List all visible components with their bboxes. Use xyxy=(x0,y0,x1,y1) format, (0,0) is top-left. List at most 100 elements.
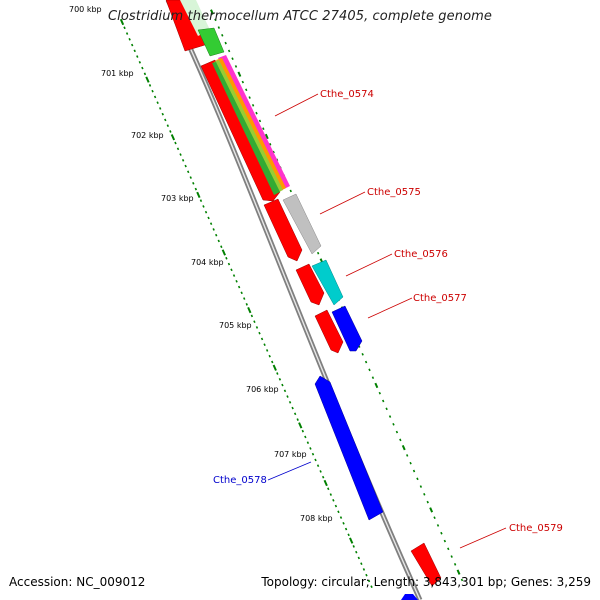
tick-mark xyxy=(220,245,223,249)
tick-mark xyxy=(371,376,375,379)
tick-mark xyxy=(395,430,399,434)
tick-mark xyxy=(316,464,320,468)
tick-mark xyxy=(194,187,198,191)
tick-mark xyxy=(329,493,332,496)
gene-block-cthe-0578[interactable] xyxy=(314,375,384,521)
tick-mark xyxy=(453,563,457,566)
tick-mark xyxy=(141,66,144,70)
tick-mark xyxy=(148,84,152,87)
tick-mark xyxy=(419,485,423,488)
gene-block[interactable] xyxy=(314,309,344,354)
tick-mark xyxy=(460,578,464,582)
tick-mark xyxy=(209,222,213,226)
gene-block-cthe-0576[interactable] xyxy=(311,259,344,306)
tick-mark xyxy=(133,49,136,53)
tick-mark xyxy=(138,61,142,64)
tick-mark xyxy=(153,95,157,99)
tick-label: 705 kbp xyxy=(219,321,252,330)
tick-mark xyxy=(296,418,299,421)
tick-mark xyxy=(263,343,266,347)
tick-mark xyxy=(196,191,201,199)
tick-mark xyxy=(286,395,289,398)
gene-block[interactable] xyxy=(295,263,325,306)
gene-block-cthe-0579[interactable] xyxy=(410,542,442,587)
tick-mark xyxy=(269,142,272,146)
tick-mark xyxy=(176,147,180,151)
tick-label: 700 kbp xyxy=(69,5,102,14)
gene-label-cthe-0574[interactable]: Cthe_0574 xyxy=(320,89,374,100)
gene-block[interactable] xyxy=(263,198,303,262)
tick-mark xyxy=(339,516,343,519)
gene-lane-outer xyxy=(180,0,442,600)
tick-mark xyxy=(225,256,228,260)
tick-mark xyxy=(145,76,150,83)
tick-mark xyxy=(352,545,355,548)
tick-mark xyxy=(321,475,325,479)
tick-mark xyxy=(260,337,264,341)
tick-mark xyxy=(412,469,416,473)
tick-mark xyxy=(169,130,172,133)
tick-mark xyxy=(433,516,436,520)
tick-mark xyxy=(224,41,227,45)
tick-mark xyxy=(245,303,248,306)
tick-mark xyxy=(288,400,292,404)
gene-label-cthe-0577[interactable]: Cthe_0577 xyxy=(413,293,467,304)
tick-mark xyxy=(416,477,419,481)
tick-mark xyxy=(166,124,170,128)
tick-mark xyxy=(309,447,312,450)
tick-mark xyxy=(406,454,409,457)
tick-mark xyxy=(214,18,217,22)
tick-mark xyxy=(399,438,402,442)
tick-mark xyxy=(382,399,385,403)
gene-label-cthe-0575[interactable]: Cthe_0575 xyxy=(367,187,421,198)
gene-block-cthe-0577[interactable] xyxy=(331,305,363,352)
tick-label: 708 kbp xyxy=(300,514,333,523)
gene-label-cthe-0579[interactable]: Cthe_0579 xyxy=(509,523,563,534)
tick-mark xyxy=(181,158,185,162)
tick-mark xyxy=(164,118,167,122)
tick-mark xyxy=(298,422,303,429)
tick-mark xyxy=(306,441,310,444)
gene-block[interactable] xyxy=(197,27,225,57)
tick-mark xyxy=(207,216,210,220)
tick-mark xyxy=(349,537,354,544)
tick-mark xyxy=(247,306,252,314)
tick-mark xyxy=(221,34,224,37)
tick-mark xyxy=(243,297,246,300)
tick-mark xyxy=(278,377,282,381)
tick-mark xyxy=(212,228,215,231)
tick-mark xyxy=(272,150,275,154)
tick-mark xyxy=(272,364,277,371)
tick-mark xyxy=(217,239,220,243)
gene-stripe xyxy=(212,62,280,195)
gene-label-cthe-0576[interactable]: Cthe_0576 xyxy=(394,249,448,260)
gene-labels: Cthe_0574 Cthe_0575 Cthe_0576 Cthe_0577 … xyxy=(213,89,563,534)
gene-block[interactable] xyxy=(180,0,210,36)
tick-mark xyxy=(240,291,243,295)
tick-label: 701 kbp xyxy=(101,69,134,78)
tick-mark xyxy=(364,360,368,364)
tick-label: 707 kbp xyxy=(274,450,307,459)
tick-mark xyxy=(215,233,218,237)
tick-mark xyxy=(314,458,317,462)
tick-mark xyxy=(388,415,392,418)
tick-mark xyxy=(199,199,203,202)
tick-mark xyxy=(184,164,187,168)
tick-mark xyxy=(262,127,265,131)
gene-label-cthe-0578[interactable]: Cthe_0578 xyxy=(213,475,267,486)
tick-mark xyxy=(232,274,236,277)
tick-mark xyxy=(245,88,248,92)
gene-block-cthe-0575[interactable] xyxy=(282,193,322,255)
tick-mark xyxy=(344,527,348,531)
tick-label: 706 kbp xyxy=(246,385,279,394)
tick-mark xyxy=(237,71,242,77)
tick-mark xyxy=(156,101,159,105)
gene-block[interactable] xyxy=(200,59,281,202)
tick-mark xyxy=(179,153,182,156)
tick-mark xyxy=(250,314,254,318)
gene-block[interactable] xyxy=(401,594,418,600)
tick-mark xyxy=(159,107,162,110)
tick-mark xyxy=(119,18,125,26)
tick-mark xyxy=(248,96,251,99)
gene-lane-inner xyxy=(165,0,384,521)
